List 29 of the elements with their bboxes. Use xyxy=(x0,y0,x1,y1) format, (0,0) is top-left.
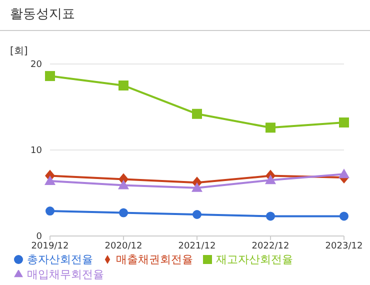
y-tick-label: 0 xyxy=(36,232,42,242)
legend-label: 총자산회전율 xyxy=(27,253,93,266)
point xyxy=(339,117,349,128)
y-tick-label: 20 xyxy=(30,60,42,70)
legend-label: 매출채권회전율 xyxy=(116,253,193,266)
point xyxy=(192,210,202,219)
legend-label: 매입채무회전율 xyxy=(27,268,104,281)
y-tick-label: 10 xyxy=(30,146,42,156)
point xyxy=(192,108,202,119)
point xyxy=(192,182,202,192)
point xyxy=(118,80,128,90)
chart-title: 활동성지표 xyxy=(0,0,370,31)
x-tick-label: 2021/12 xyxy=(178,241,216,252)
legend-label: 재고자산회전율 xyxy=(216,253,293,266)
x-tick-label: 2020/12 xyxy=(104,241,142,252)
point xyxy=(45,71,55,82)
point xyxy=(46,206,54,216)
point xyxy=(340,212,348,221)
x-tick-label: 2019/12 xyxy=(31,241,69,252)
point xyxy=(119,208,128,218)
point xyxy=(118,180,129,190)
point xyxy=(265,174,276,184)
point xyxy=(44,175,56,185)
x-tick-label: 2023/12 xyxy=(325,241,363,252)
x-tick-label: 2022/12 xyxy=(252,241,290,252)
point xyxy=(338,168,350,178)
point xyxy=(266,212,275,221)
y-axis-title: [회] xyxy=(10,45,28,58)
point xyxy=(266,122,276,133)
